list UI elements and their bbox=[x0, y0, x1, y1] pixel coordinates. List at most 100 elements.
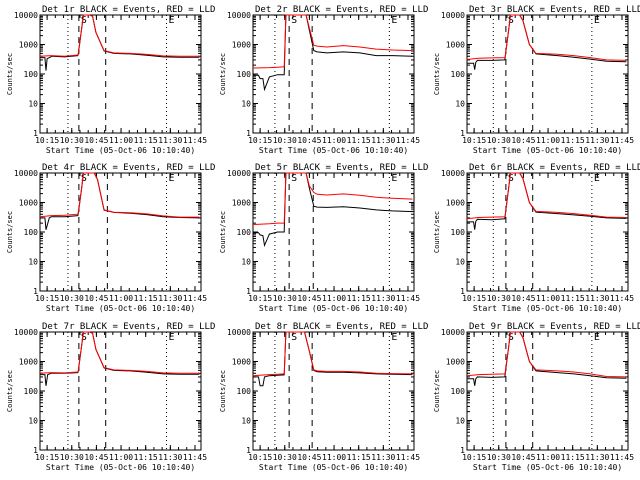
y-tick-label: 100 bbox=[451, 387, 466, 396]
panel-title: Det 4r BLACK = Events, RED = LLD bbox=[42, 163, 215, 173]
x-tick-label: 11:00 bbox=[536, 294, 560, 303]
plot-frame bbox=[466, 14, 629, 134]
x-tick-label: 11:00 bbox=[322, 136, 346, 145]
x-tick-label: 11:30 bbox=[371, 453, 395, 462]
y-axis-label: Counts/sec bbox=[433, 211, 441, 253]
x-tick-label: 11:15 bbox=[347, 136, 371, 145]
detector-panel: Det 9r BLACK = Events, RED = LLD 1 10 100 10… bbox=[433, 322, 640, 472]
x-tick-label: 10:45 bbox=[297, 453, 321, 462]
x-axis-label: Start Time (05-Oct-06 10:10:40) bbox=[259, 304, 408, 313]
y-tick-label: 1000 bbox=[19, 358, 38, 367]
y-axis-label: Counts/sec bbox=[6, 53, 14, 95]
y-tick-label: 100 bbox=[237, 387, 252, 396]
y-axis-label: Counts/sec bbox=[6, 211, 14, 253]
y-tick-label: 10 bbox=[28, 258, 38, 267]
x-tick-label: 10:45 bbox=[511, 453, 535, 462]
y-axis-label: Counts/sec bbox=[433, 370, 441, 412]
y-tick-label: 10000 bbox=[227, 169, 251, 178]
plot-frame bbox=[466, 172, 629, 292]
lld-series-line bbox=[466, 14, 627, 61]
x-axis-label: Start Time (05-Oct-06 10:10:40) bbox=[46, 304, 195, 313]
time-marker-label: E bbox=[594, 15, 600, 26]
y-tick-label: 10 bbox=[241, 258, 251, 267]
detector-panel: Det 8r BLACK = Events, RED = LLD 1 10 100 10… bbox=[219, 322, 428, 472]
x-tick-label: 10:15 bbox=[248, 453, 272, 462]
y-tick-label: 10000 bbox=[441, 11, 465, 20]
x-tick-label: 10:15 bbox=[35, 453, 59, 462]
y-tick-label: 1 bbox=[33, 129, 38, 138]
x-axis-label: Start Time (05-Oct-06 10:10:40) bbox=[259, 146, 408, 155]
x-tick-label: 10:30 bbox=[487, 453, 511, 462]
x-tick-label: 10:45 bbox=[84, 136, 108, 145]
x-tick-label: 11:00 bbox=[322, 453, 346, 462]
detector-panel: Det 4r BLACK = Events, RED = LLD 1 10 100 10… bbox=[6, 163, 215, 313]
x-tick-label: 11:45 bbox=[610, 453, 634, 462]
time-marker-label: S bbox=[508, 15, 514, 26]
x-tick-label: 11:00 bbox=[109, 453, 133, 462]
x-tick-label: 10:15 bbox=[248, 136, 272, 145]
x-tick-label: 11:15 bbox=[347, 294, 371, 303]
plot-frame bbox=[39, 331, 202, 451]
y-tick-label: 1 bbox=[33, 287, 38, 296]
detector-panel: Det 6r BLACK = Events, RED = LLD 1 10 100 10… bbox=[433, 163, 640, 313]
x-tick-label: 11:30 bbox=[585, 453, 609, 462]
x-axis-label: Start Time (05-Oct-06 10:10:40) bbox=[473, 304, 622, 313]
y-tick-label: 100 bbox=[237, 70, 252, 79]
y-tick-label: 100 bbox=[24, 387, 39, 396]
events-series-line bbox=[467, 331, 627, 386]
x-axis-label: Start Time (05-Oct-06 10:10:40) bbox=[473, 463, 622, 472]
time-marker-label: E bbox=[391, 173, 397, 184]
x-tick-label: 10:45 bbox=[84, 294, 108, 303]
time-marker-label: E bbox=[594, 332, 600, 343]
x-tick-label: 11:30 bbox=[585, 294, 609, 303]
detector-panel: Det 2r BLACK = Events, RED = LLD 1 10 100 10… bbox=[219, 5, 428, 155]
x-tick-label: 10:30 bbox=[60, 453, 84, 462]
y-tick-label: 1 bbox=[33, 446, 38, 455]
time-marker-label: S bbox=[291, 332, 297, 343]
lld-series-line bbox=[39, 331, 200, 374]
y-tick-label: 10 bbox=[241, 100, 251, 109]
y-tick-label: 10 bbox=[455, 100, 465, 109]
time-marker-label: E bbox=[169, 332, 175, 343]
x-tick-label: 10:30 bbox=[60, 136, 84, 145]
panel-title: Det 1r BLACK = Events, RED = LLD bbox=[42, 5, 215, 15]
events-series-line bbox=[40, 14, 200, 71]
lld-series-line bbox=[466, 331, 627, 378]
x-tick-label: 10:45 bbox=[297, 136, 321, 145]
time-marker-label: S bbox=[81, 332, 87, 343]
detector-panel: Det 7r BLACK = Events, RED = LLD 1 10 100 10… bbox=[6, 322, 215, 472]
x-tick-label: 11:45 bbox=[183, 453, 207, 462]
x-axis-label: Start Time (05-Oct-06 10:10:40) bbox=[46, 463, 195, 472]
x-tick-label: 11:00 bbox=[109, 136, 133, 145]
events-series-line bbox=[467, 14, 627, 70]
x-tick-label: 10:15 bbox=[248, 294, 272, 303]
panel-title: Det 5r BLACK = Events, RED = LLD bbox=[255, 163, 428, 173]
y-tick-label: 1000 bbox=[19, 41, 38, 50]
lld-series-line bbox=[39, 172, 200, 218]
x-tick-label: 10:15 bbox=[462, 453, 486, 462]
x-tick-label: 11:15 bbox=[561, 453, 585, 462]
y-axis-label: Counts/sec bbox=[433, 53, 441, 95]
x-axis-label: Start Time (05-Oct-06 10:10:40) bbox=[46, 146, 195, 155]
plot-frame bbox=[39, 172, 202, 292]
y-tick-label: 1000 bbox=[446, 41, 465, 50]
y-tick-label: 1 bbox=[246, 287, 251, 296]
x-axis-label: Start Time (05-Oct-06 10:10:40) bbox=[259, 463, 408, 472]
plot-frame bbox=[466, 331, 629, 451]
time-marker-label: E bbox=[594, 173, 600, 184]
x-tick-label: 10:30 bbox=[273, 294, 297, 303]
x-tick-label: 11:30 bbox=[371, 294, 395, 303]
events-series-line bbox=[253, 331, 413, 387]
x-tick-label: 10:15 bbox=[462, 136, 486, 145]
x-tick-label: 11:15 bbox=[347, 453, 371, 462]
x-tick-label: 10:45 bbox=[297, 294, 321, 303]
y-tick-label: 1 bbox=[246, 446, 251, 455]
x-tick-label: 11:45 bbox=[183, 136, 207, 145]
x-axis-label: Start Time (05-Oct-06 10:10:40) bbox=[473, 146, 622, 155]
y-tick-label: 100 bbox=[451, 70, 466, 79]
lld-series-line bbox=[252, 172, 413, 225]
x-tick-label: 11:30 bbox=[158, 453, 182, 462]
y-tick-label: 10000 bbox=[227, 11, 251, 20]
y-tick-label: 10000 bbox=[441, 169, 465, 178]
x-tick-label: 10:15 bbox=[462, 294, 486, 303]
